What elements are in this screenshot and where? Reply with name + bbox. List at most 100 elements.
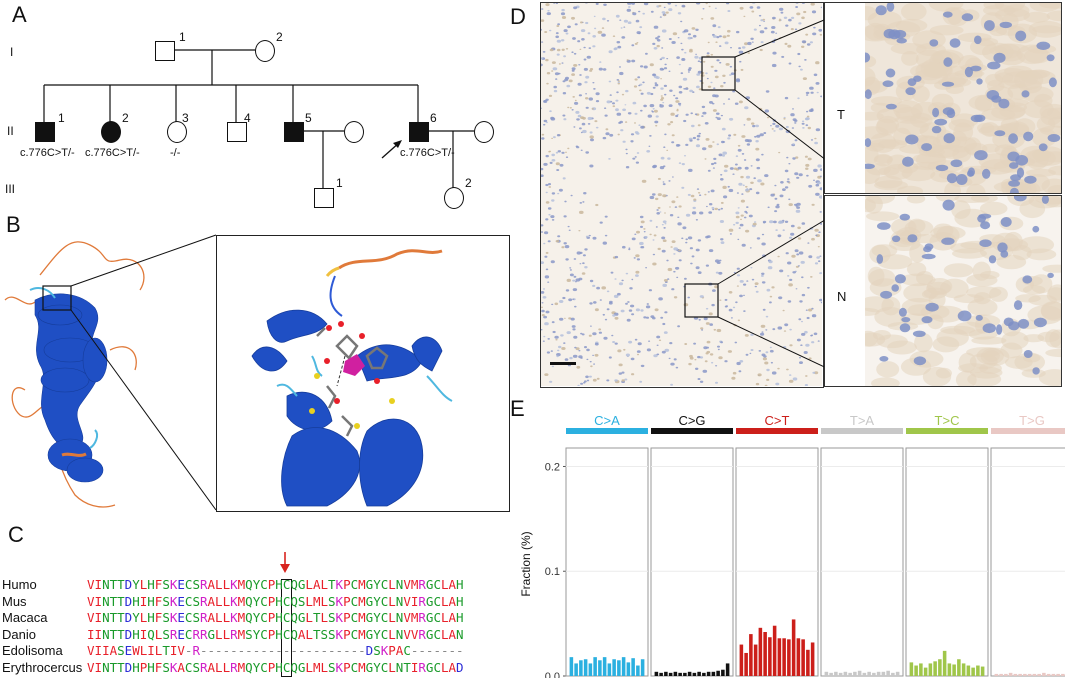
alignment-panel: Humo VINTTDYLHFSKECSRALLKMQYCPHCQGLALTKPC…	[0, 550, 510, 678]
bar	[683, 672, 687, 676]
bar	[631, 658, 635, 676]
bar	[1018, 673, 1022, 676]
label-t: T	[837, 107, 845, 122]
bar	[673, 671, 678, 676]
mutation-spectrum-chart: 0.00.10.2C>AACAACCACGACTCCACCCCCGCCTGCAG…	[545, 413, 1065, 678]
species-name: Erythrocercus	[2, 659, 83, 675]
bar	[961, 663, 966, 676]
bar	[848, 672, 852, 676]
pedigree-spouse-female	[344, 121, 364, 143]
facet-panel	[820, 447, 904, 677]
bar	[843, 671, 848, 676]
bar	[1042, 672, 1046, 676]
bar	[923, 667, 928, 676]
bar	[1046, 673, 1051, 676]
bar	[810, 642, 815, 676]
bar	[966, 665, 971, 676]
bar	[716, 670, 720, 676]
bar	[579, 660, 583, 676]
bar	[598, 660, 602, 676]
facet-strip	[566, 428, 648, 434]
bar	[706, 671, 711, 676]
bar	[994, 673, 999, 676]
bar	[862, 672, 867, 676]
bar	[867, 671, 871, 676]
bar	[801, 639, 805, 676]
species-name: Mus	[2, 593, 27, 609]
pedigree-female-unaffected	[444, 187, 464, 209]
facet-panel	[735, 447, 819, 677]
facet-panel	[990, 447, 1065, 677]
bar	[721, 669, 725, 676]
individual-number: 2	[276, 30, 283, 44]
bar	[617, 660, 621, 676]
bar	[664, 671, 668, 676]
pedigree-male-unaffected	[314, 188, 334, 208]
individual-number: 4	[244, 111, 251, 125]
bar	[678, 672, 682, 676]
genotype-label: c.776C>T/-	[400, 147, 455, 159]
facet-label: C>T	[765, 413, 790, 428]
pedigree-panel: I II III 1 2 1 c.776C>T/-	[0, 0, 510, 210]
bar	[574, 663, 578, 676]
facet-label: C>G	[678, 413, 705, 428]
bar	[782, 638, 786, 676]
bar	[829, 672, 833, 676]
genotype-label: c.776C>T/-	[20, 147, 75, 159]
pedigree-lines	[43, 49, 474, 188]
alignment-row: Edolisoma VIIASEWLILTIV-R----------------…	[2, 643, 510, 659]
bar	[588, 663, 593, 676]
pedigree-male-affected	[284, 122, 304, 142]
bar	[938, 659, 942, 676]
sequence: VINTTDYLHFSKECSRALLKMQYCPHCQGLTLSKPCMGYC…	[87, 610, 464, 625]
bar	[702, 672, 706, 676]
bar	[711, 671, 716, 676]
genotype-label: c.776C>T/-	[85, 147, 140, 159]
bar	[806, 649, 810, 676]
conserved-residue-box	[281, 579, 292, 677]
bar	[1051, 673, 1056, 676]
facet-label: T>G	[1019, 413, 1045, 428]
pedigree-female-unaffected	[255, 40, 275, 62]
bar	[976, 665, 980, 676]
sequence: VINTTDYLHFSKECSRALLKMQYCPHCQGLALTKPCMGYC…	[87, 577, 464, 592]
generation-label: I	[10, 45, 14, 59]
panel-label-a: A	[12, 2, 27, 27]
alignment-row: Humo VINTTDYLHFSKECSRALLKMQYCPHCQGLALTKPC…	[2, 577, 510, 593]
alignment-row: Erythrocercus VINTTDHPHFSKACSRALLRMQYCPHC…	[2, 660, 510, 676]
bar	[1013, 673, 1018, 676]
red-arrow-icon	[280, 552, 290, 573]
facet-strip	[736, 428, 818, 434]
bar	[853, 671, 857, 676]
sequence: VIIASEWLILTIV-R----------------------DSK…	[87, 643, 464, 658]
label-n: N	[837, 289, 847, 304]
bar	[796, 638, 801, 676]
panel-label-b: B	[6, 212, 21, 237]
bar	[881, 671, 886, 676]
micrograph-overview	[540, 2, 822, 386]
pedigree-female-affected	[101, 121, 121, 143]
bar	[872, 672, 876, 676]
bar	[768, 637, 772, 676]
micrograph-panel-t: T	[824, 2, 1062, 194]
bar	[971, 667, 975, 676]
species-name: Edolisoma	[2, 643, 63, 658]
structure-panel	[0, 230, 510, 520]
facet-panel	[905, 447, 989, 677]
bar	[933, 661, 937, 676]
generation-label: III	[5, 182, 16, 196]
pedigree-spouse-female	[474, 121, 494, 143]
bar	[654, 671, 659, 676]
bar	[957, 659, 961, 676]
individual-number: 6	[430, 111, 437, 125]
bar	[593, 657, 597, 676]
y-tick-label: 0.0	[545, 671, 560, 678]
individual-number: 1	[336, 176, 343, 190]
bar	[834, 671, 838, 676]
structure-zoom-box	[216, 235, 510, 512]
sequence: VINTTDHIHFSKECSRALLKMQYCPHCQSLMLSKPCMGYC…	[87, 593, 464, 609]
bar	[636, 665, 640, 676]
bar	[739, 644, 744, 676]
bar	[857, 670, 862, 676]
bar	[668, 672, 673, 676]
